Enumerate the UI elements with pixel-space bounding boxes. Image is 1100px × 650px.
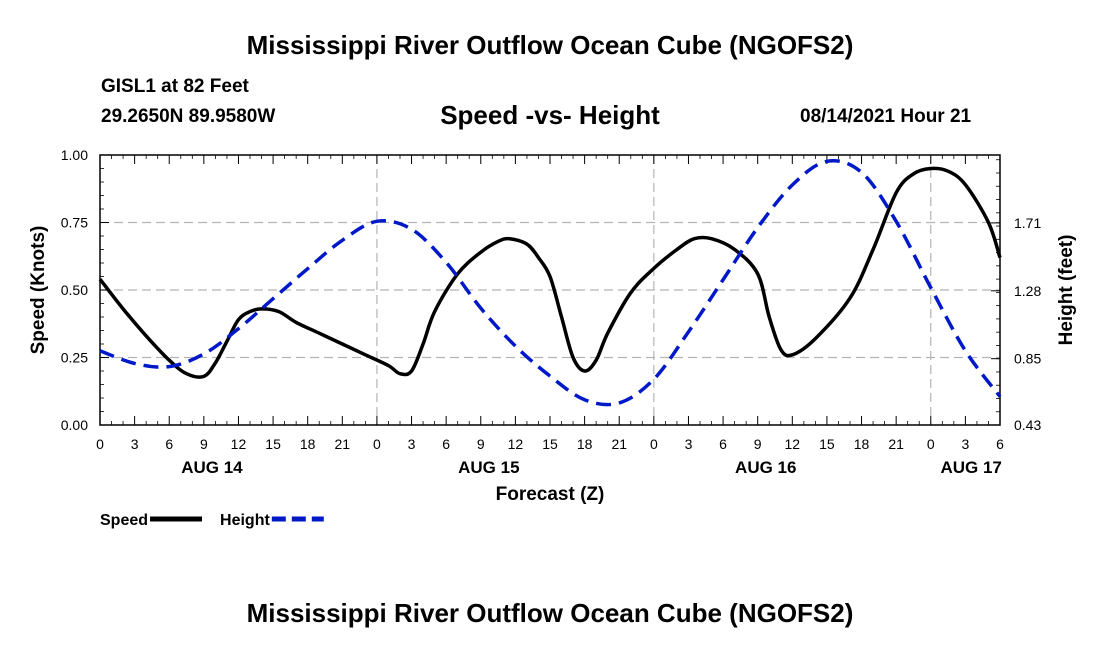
y-tick-label: 0.00 [61,417,88,433]
x-tick-label: 18 [854,436,870,452]
x-tick-label: 21 [888,436,904,452]
y2-tick-label: 0.85 [1014,351,1041,367]
x-tick-label: 3 [131,436,139,452]
x-tick-label: 21 [335,436,351,452]
y2-tick-label: 1.71 [1014,215,1041,231]
speed-series-line [98,166,1002,379]
y-axis-title: Speed (Knots) [28,226,49,355]
x-tick-label: 6 [719,436,727,452]
date-label: AUG 14 [181,458,243,477]
forecast-datetime: 08/14/2021 Hour 21 [800,106,972,127]
x-tick-label: 15 [819,436,835,452]
y-tick-label: 0.25 [61,350,88,366]
height-series-line [99,159,1002,407]
x-tick-label: 12 [785,436,801,452]
date-label: AUG 15 [458,458,519,477]
x-tick-label: 3 [685,436,693,452]
date-label: AUG 16 [735,458,796,477]
legend-label-speed: Speed [100,512,148,529]
x-tick-label: 15 [542,436,558,452]
x-tick-label: 6 [996,436,1004,452]
x-tick-label: 0 [373,436,381,452]
station-coordinates: 29.2650N 89.9580W [101,106,276,127]
x-tick-label: 3 [961,436,969,452]
footer-title: Mississippi River Outflow Ocean Cube (NG… [246,598,854,628]
x-tick-label: 9 [477,436,485,452]
x-tick-label: 9 [754,436,762,452]
x-tick-label: 6 [442,436,450,452]
y-tick-label: 0.75 [61,215,88,231]
x-tick-label: 18 [577,436,593,452]
y2-tick-label: 0.43 [1014,417,1041,433]
x-tick-label: 3 [408,436,416,452]
station-name: GISL1 at 82 Feet [101,76,249,97]
y2-tick-label: 1.28 [1014,283,1041,299]
legend-label-height: Height [220,512,270,529]
x-tick-label: 15 [265,436,281,452]
x-tick-label: 9 [200,436,208,452]
x-axis-title: Forecast (Z) [496,484,605,505]
x-tick-label: 21 [611,436,627,452]
x-tick-label: 0 [927,436,935,452]
x-tick-label: 6 [165,436,173,452]
x-tick-label: 0 [650,436,658,452]
page-title: Mississippi River Outflow Ocean Cube (NG… [246,30,854,60]
y2-axis-title: Height (feet) [1056,235,1077,346]
chart-subtitle: Speed -vs- Height [440,100,660,130]
x-tick-label: 12 [231,436,247,452]
x-tick-label: 0 [96,436,104,452]
y-tick-label: 1.00 [61,147,88,163]
date-label: AUG 17 [940,458,1001,477]
x-tick-label: 18 [300,436,316,452]
y-tick-label: 0.50 [61,282,88,298]
x-tick-label: 12 [508,436,524,452]
